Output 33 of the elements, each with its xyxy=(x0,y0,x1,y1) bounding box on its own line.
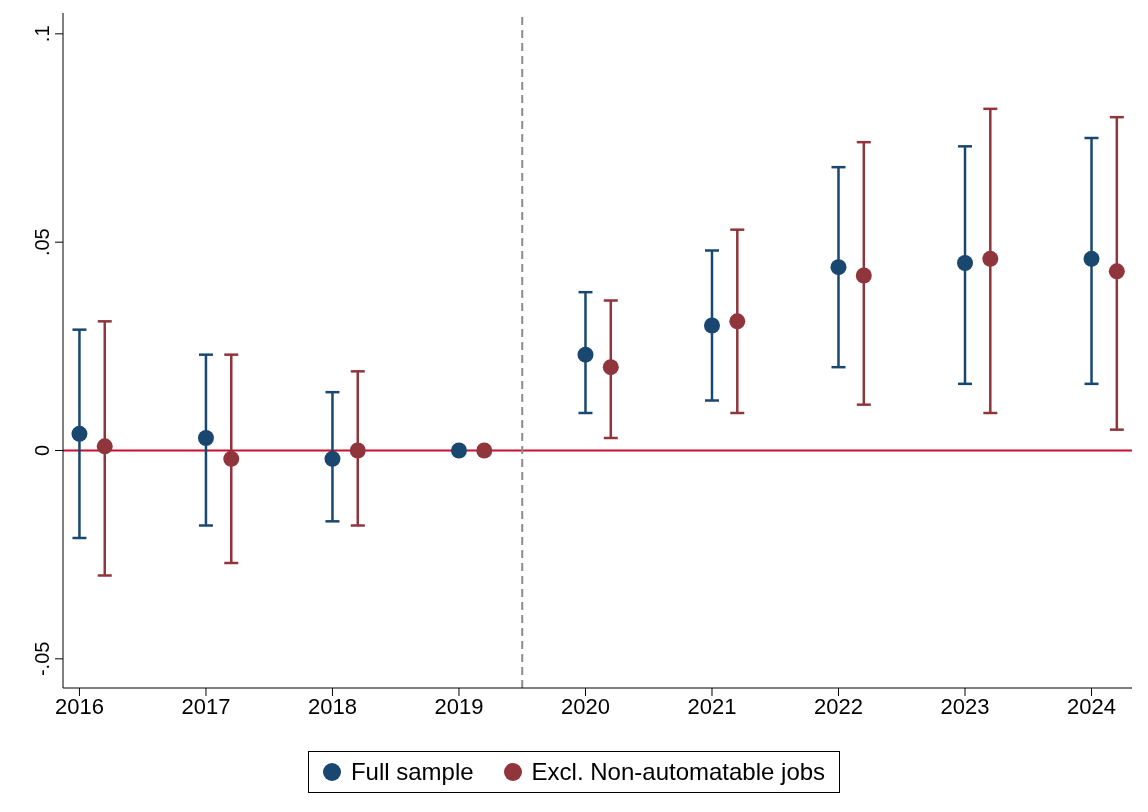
x-tick-label: 2020 xyxy=(561,693,610,719)
point xyxy=(324,450,341,467)
y-tick-label: .05 xyxy=(31,228,53,257)
point xyxy=(855,267,872,284)
x-tick-label: 2023 xyxy=(940,693,990,719)
y-tick-label: .1 xyxy=(31,25,53,43)
point xyxy=(830,259,847,276)
x-tick-label: 2019 xyxy=(434,693,484,719)
point xyxy=(729,313,746,330)
y-tick-label: 0 xyxy=(31,444,53,457)
point xyxy=(1108,263,1125,280)
point xyxy=(1083,250,1100,267)
point xyxy=(71,425,88,442)
x-tick-label: 2016 xyxy=(54,693,104,719)
y-tick-label: -.05 xyxy=(31,641,53,677)
point xyxy=(450,442,467,459)
point xyxy=(476,442,493,459)
x-tick-label: 2021 xyxy=(687,693,737,719)
point xyxy=(349,442,366,459)
x-tick-label: 2017 xyxy=(181,693,231,719)
point xyxy=(703,317,720,334)
legend-label: Full sample xyxy=(350,758,474,786)
point xyxy=(982,250,999,267)
point xyxy=(602,359,619,376)
legend-label: Excl. Non-automatable jobs xyxy=(531,758,826,786)
point xyxy=(96,438,113,455)
x-tick-label: 2022 xyxy=(814,693,863,719)
point xyxy=(223,450,240,467)
point xyxy=(577,346,594,363)
x-tick-label: 2024 xyxy=(1067,693,1116,719)
x-tick-label: 2018 xyxy=(307,693,357,719)
point xyxy=(957,255,974,271)
point xyxy=(197,430,214,446)
